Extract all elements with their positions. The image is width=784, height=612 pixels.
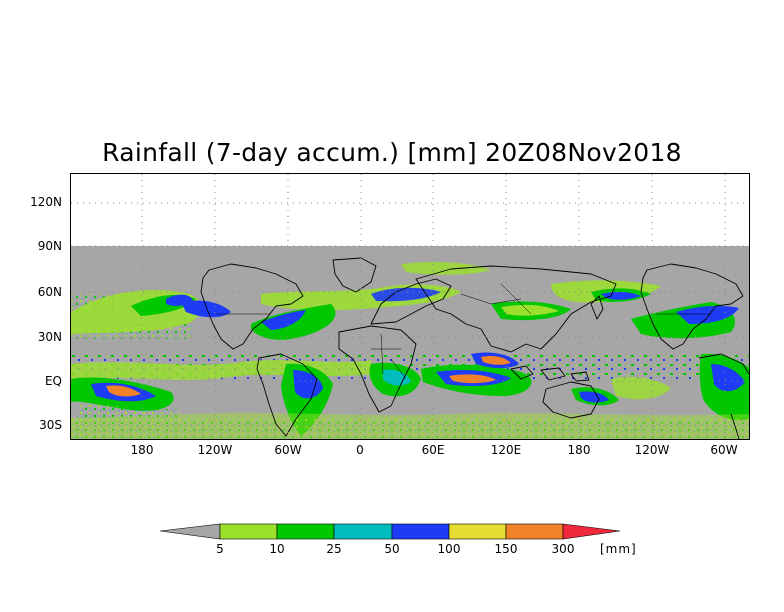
colorbar-50-100 <box>391 523 450 540</box>
rainfall-map <box>70 173 750 440</box>
colorbar-above <box>562 523 621 540</box>
colorbar-label-25: 25 <box>326 542 342 556</box>
lon-label-120w-east: 120W <box>634 443 670 457</box>
lon-label-180-east: 180 <box>567 443 591 457</box>
lat-label-120n: 120N <box>30 195 62 209</box>
colorbar <box>160 523 621 540</box>
colorbar-label-100: 100 <box>437 542 461 556</box>
colorbar-150-300 <box>505 523 564 540</box>
colorbar-below <box>160 523 221 540</box>
lon-label-60w-east: 60W <box>710 443 738 457</box>
lon-label-60e: 60E <box>421 443 445 457</box>
colorbar-label-50: 50 <box>384 542 400 556</box>
colorbar-label-10: 10 <box>269 542 285 556</box>
colorbar-25-50 <box>333 523 393 540</box>
colorbar-unit: [mm] <box>600 542 637 556</box>
lon-label-0: 0 <box>356 443 364 457</box>
map-canvas <box>71 174 749 439</box>
colorbar-label-300: 300 <box>551 542 575 556</box>
lon-label-120w: 120W <box>197 443 233 457</box>
colorbar-label-150: 150 <box>494 542 518 556</box>
colorbar-100-150 <box>448 523 507 540</box>
lat-label-30s: 30S <box>39 418 62 432</box>
no-rain-background <box>71 246 749 439</box>
lon-label-180: 180 <box>130 443 154 457</box>
lon-label-60w: 60W <box>274 443 302 457</box>
lat-label-eq: EQ <box>44 374 62 388</box>
graticule <box>71 174 749 439</box>
colorbar-5-10 <box>219 523 278 540</box>
lat-label-90n: 90N <box>37 239 62 253</box>
rainfall-field <box>71 262 749 439</box>
colorbar-10-25 <box>276 523 335 540</box>
lat-label-60n: 60N <box>37 285 62 299</box>
coastlines <box>200 257 749 439</box>
colorbar-label-5: 5 <box>216 542 224 556</box>
lon-label-120e: 120E <box>490 443 522 457</box>
map-title: Rainfall (7-day accum.) [mm] 20Z08Nov201… <box>102 138 682 167</box>
lat-label-30n: 30N <box>37 330 62 344</box>
